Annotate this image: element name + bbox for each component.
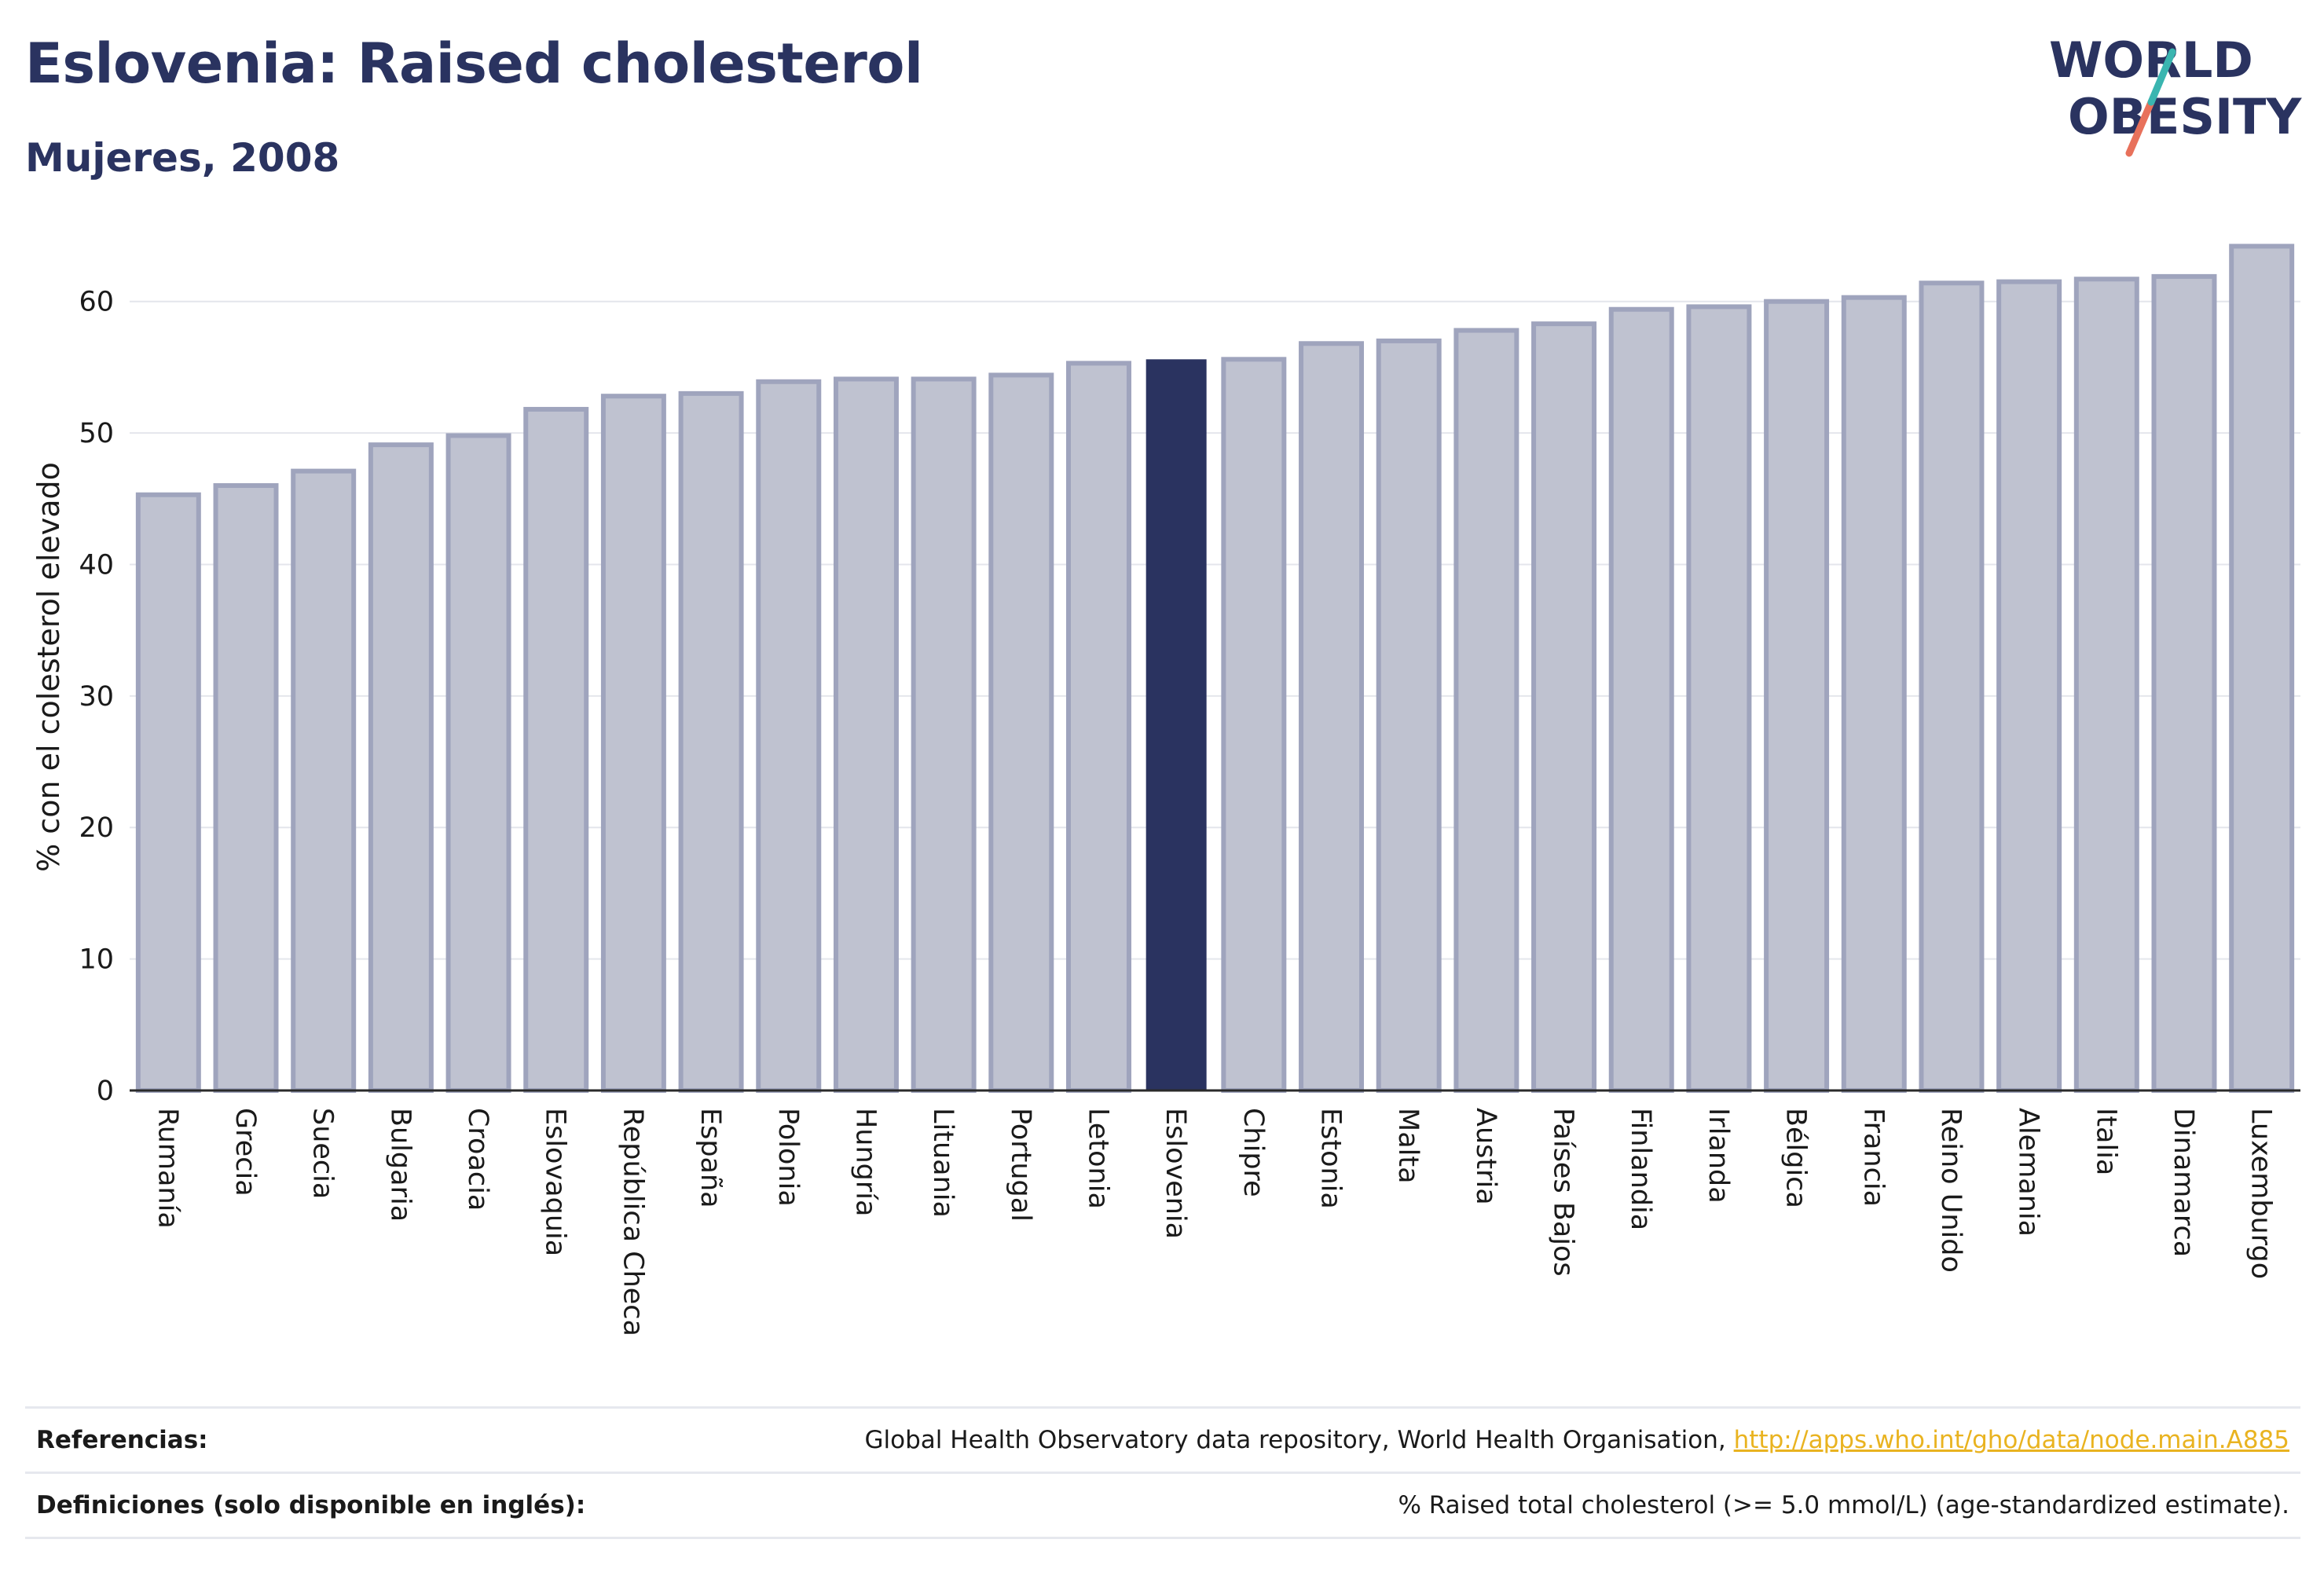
bar [291,468,357,1093]
bar [135,492,201,1093]
x-category-label: Portugal [1005,1108,1036,1222]
x-category-label: Italia [2090,1108,2121,1175]
logo-slash-coral [2125,98,2155,157]
x-category-label: Luxemburgo [2245,1108,2277,1279]
world-obesity-logo: WORLD OBESITY [2049,31,2302,157]
bar [1764,299,1830,1093]
bar [2229,244,2295,1094]
bar [600,394,666,1093]
x-category-label: Hungría [849,1108,881,1216]
page-subtitle: Mujeres, 2008 [25,135,340,181]
bar [756,379,822,1093]
y-tick-label: 40 [79,549,114,581]
bar [1686,304,1752,1093]
references-link[interactable]: http://apps.who.int/gho/data/node.main.A… [1733,1426,2289,1454]
bar [1453,328,1519,1094]
x-category-label: España [695,1108,726,1208]
x-category-label: Bulgaria [384,1108,416,1222]
bar-chart: 0 10 20 30 40 50 60 Rumanía Grecia Suecia Bulgaria… [31,244,2300,1336]
labels: 0 10 20 30 40 50 60 Rumanía Grecia Suecia Bulgaria… [31,287,2277,1336]
x-category-label: Irlanda [1703,1108,1734,1204]
page-title: Eslovenia: Raised cholesterol [25,31,923,96]
x-category-label: Finlandia [1625,1108,1656,1230]
x-category-label: Grecia [229,1108,261,1197]
definitions-label: Definiciones (solo disponible en inglés)… [36,1491,586,1519]
bar [1996,279,2062,1094]
definitions-value: % Raised total cholesterol (>= 5.0 mmol/… [1398,1491,2289,1519]
x-category-label: Malta [1392,1108,1424,1184]
bar [1065,361,1131,1093]
x-category-label: Bélgica [1780,1108,1812,1208]
bar [2073,277,2139,1093]
bar [368,442,434,1093]
bar [678,390,744,1094]
x-category-label: Alemania [2013,1108,2044,1237]
bar [1608,306,1674,1093]
bar [1221,357,1287,1093]
x-category-label: Dinamarca [2168,1108,2199,1257]
logo-line1: WORLD [2049,31,2253,89]
x-category-label: Países Bajos [1548,1108,1579,1277]
x-category-label: Eslovaquia [540,1108,571,1256]
logo-line2: OBESITY [2068,88,2302,145]
x-category-label: Polonia [772,1108,804,1207]
y-tick-label: 20 [79,812,114,844]
y-tick-label: 0 [97,1076,114,1107]
y-tick-label: 10 [79,944,114,976]
x-category-label: Francia [1857,1108,1889,1207]
x-category-label: Estonia [1315,1108,1347,1209]
bar [1531,321,1597,1093]
x-category-label: Croacia [462,1108,493,1211]
bar [1919,280,1985,1094]
definitions-row: Definiciones (solo disponible en inglés)… [25,1472,2300,1539]
references-label: Referencias: [36,1426,208,1454]
bar [213,483,279,1093]
bar [988,372,1054,1094]
x-category-label: República Checa [617,1108,648,1336]
y-axis-title: % con el colesterol elevado [31,462,66,872]
y-tick-label: 30 [79,681,114,713]
x-category-label: Austria [1470,1108,1501,1205]
x-category-label: Rumanía [152,1108,183,1229]
bars [135,244,2295,1094]
y-tick-label: 50 [79,418,114,449]
bar [445,433,511,1093]
x-category-label: Suecia [307,1108,339,1199]
bar [523,406,589,1093]
y-tick-label: 60 [79,287,114,318]
bar [911,376,977,1093]
references-value: Global Health Observatory data repositor… [865,1426,2300,1454]
bar [1299,341,1365,1093]
references-row: Referencias: Global Health Observatory d… [25,1406,2300,1472]
bar [1841,295,1907,1093]
x-category-label: Lituania [927,1108,959,1218]
bar [1376,338,1442,1093]
logo-slash-teal [2147,48,2176,106]
bar [833,376,899,1093]
x-category-label: Letonia [1082,1108,1113,1209]
footer: Referencias: Global Health Observatory d… [25,1406,2300,1539]
x-category-label: Chipre [1237,1108,1269,1197]
x-category-label: Eslovenia [1160,1108,1191,1239]
references-text: Global Health Observatory data repositor… [864,1426,1734,1454]
x-category-label: Reino Unido [1935,1108,1967,1273]
bar [2151,273,2217,1093]
bar-highlighted [1146,359,1207,1090]
